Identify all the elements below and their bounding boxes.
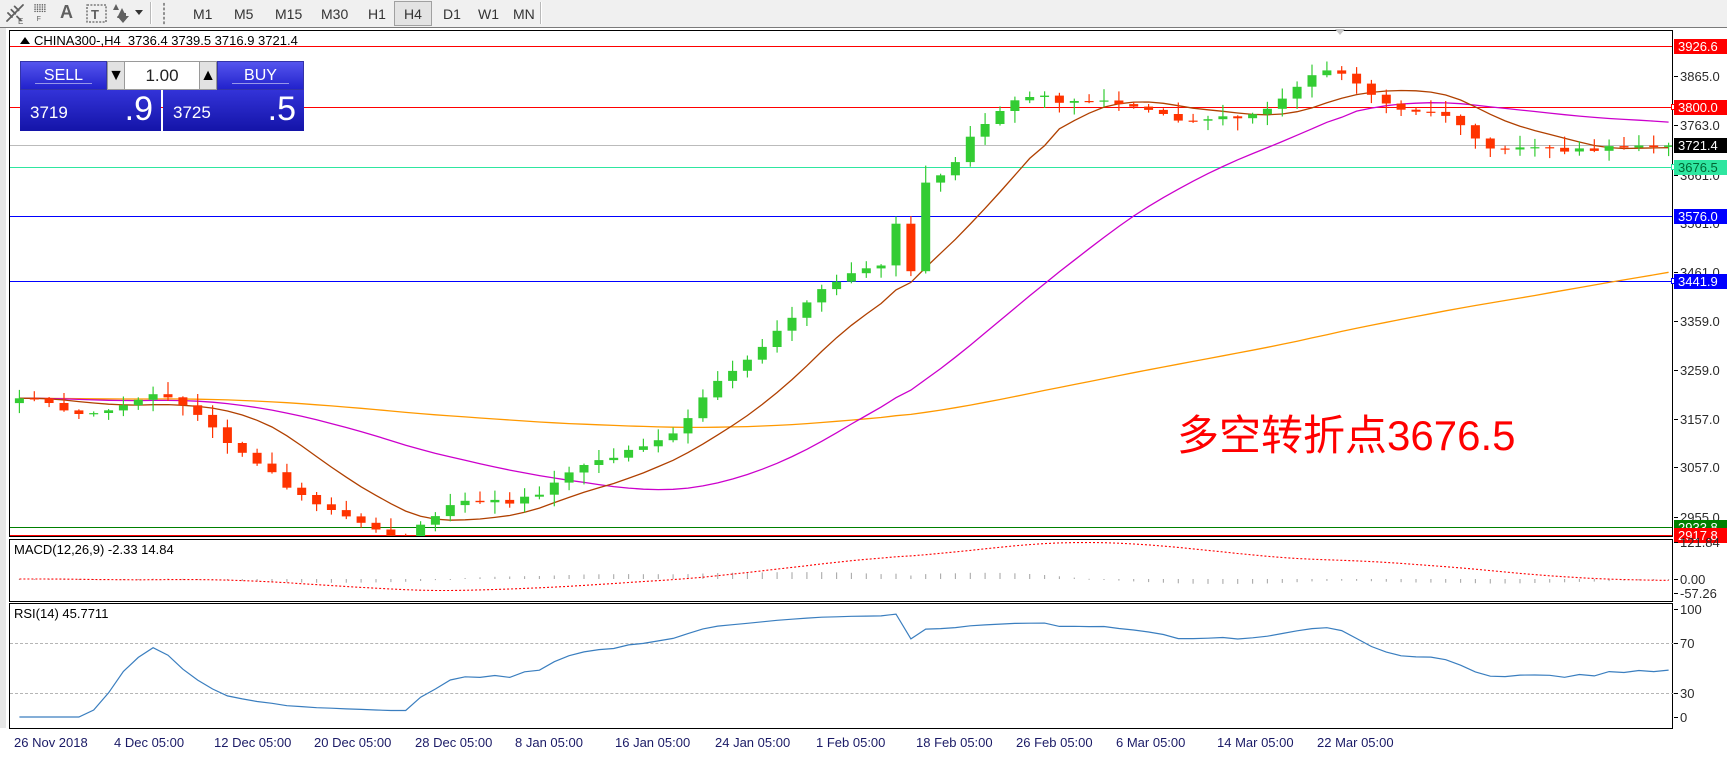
svg-text:E: E bbox=[18, 17, 23, 26]
svg-text:F: F bbox=[37, 16, 41, 23]
svg-text:T: T bbox=[91, 7, 99, 22]
